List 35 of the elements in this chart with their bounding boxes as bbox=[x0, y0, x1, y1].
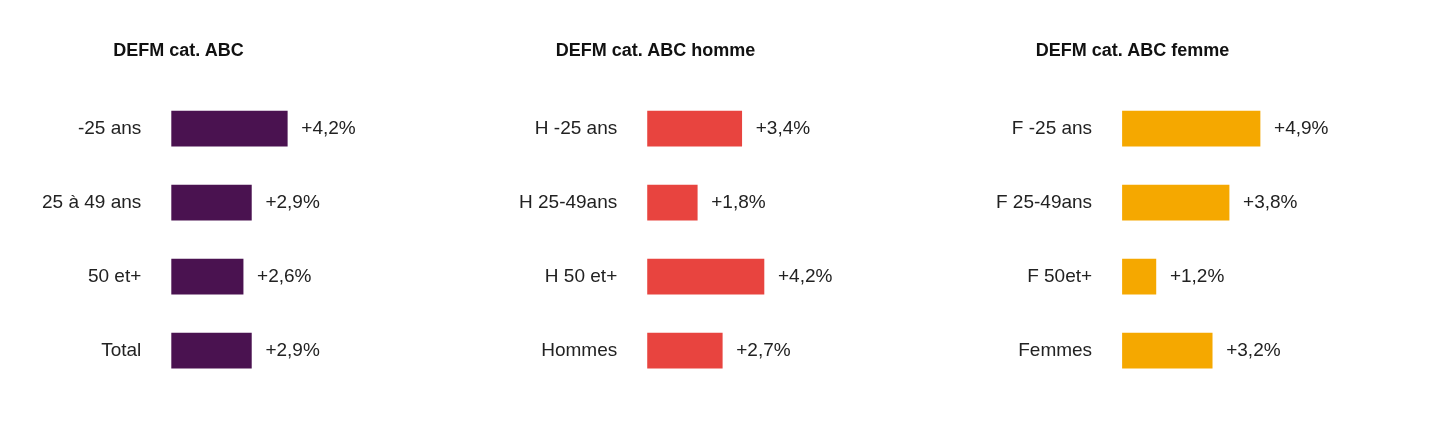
data-label: +4,9% bbox=[1274, 116, 1329, 138]
y-tick-label: Femmes bbox=[1018, 338, 1093, 360]
y-tick-label: Hommes bbox=[541, 338, 618, 360]
y-tick-label: F -25 ans bbox=[1011, 116, 1093, 138]
chart-title: DEFM cat. ABC femme bbox=[1035, 39, 1230, 60]
y-tick-label: Total bbox=[101, 338, 142, 360]
data-label: +2,9% bbox=[265, 190, 320, 212]
y-tick-label: H 50 et+ bbox=[544, 264, 618, 286]
bar bbox=[647, 110, 743, 147]
data-label: +1,2% bbox=[1169, 264, 1225, 286]
y-tick-label: 50 et+ bbox=[87, 264, 142, 286]
data-label: +3,8% bbox=[1243, 190, 1298, 212]
y-tick-label: H -25 ans bbox=[534, 116, 618, 138]
bar bbox=[1122, 332, 1213, 369]
bar bbox=[1122, 258, 1157, 295]
data-label: +3,2% bbox=[1226, 338, 1281, 360]
y-tick-label: 25 à 49 ans bbox=[41, 190, 142, 212]
data-label: +3,4% bbox=[755, 116, 811, 138]
y-tick-label: H 25-49ans bbox=[518, 190, 618, 212]
data-label: +2,9% bbox=[265, 338, 320, 360]
bar bbox=[647, 184, 698, 221]
data-label: +2,6% bbox=[257, 264, 312, 286]
data-label: +1,8% bbox=[711, 190, 766, 212]
bar bbox=[1122, 184, 1230, 221]
chart-title: DEFM cat. ABC bbox=[113, 39, 244, 60]
bar bbox=[647, 258, 765, 295]
y-tick-label: -25 ans bbox=[77, 116, 142, 138]
data-label: +4,2% bbox=[777, 264, 833, 286]
y-tick-label: F 50et+ bbox=[1027, 264, 1093, 286]
bar bbox=[1122, 110, 1261, 147]
data-label: +2,7% bbox=[736, 338, 791, 360]
y-tick-label: F 25-49ans bbox=[995, 190, 1093, 212]
data-label: +4,2% bbox=[301, 116, 356, 138]
chart-title: DEFM cat. ABC homme bbox=[555, 39, 756, 60]
bar bbox=[647, 332, 723, 369]
